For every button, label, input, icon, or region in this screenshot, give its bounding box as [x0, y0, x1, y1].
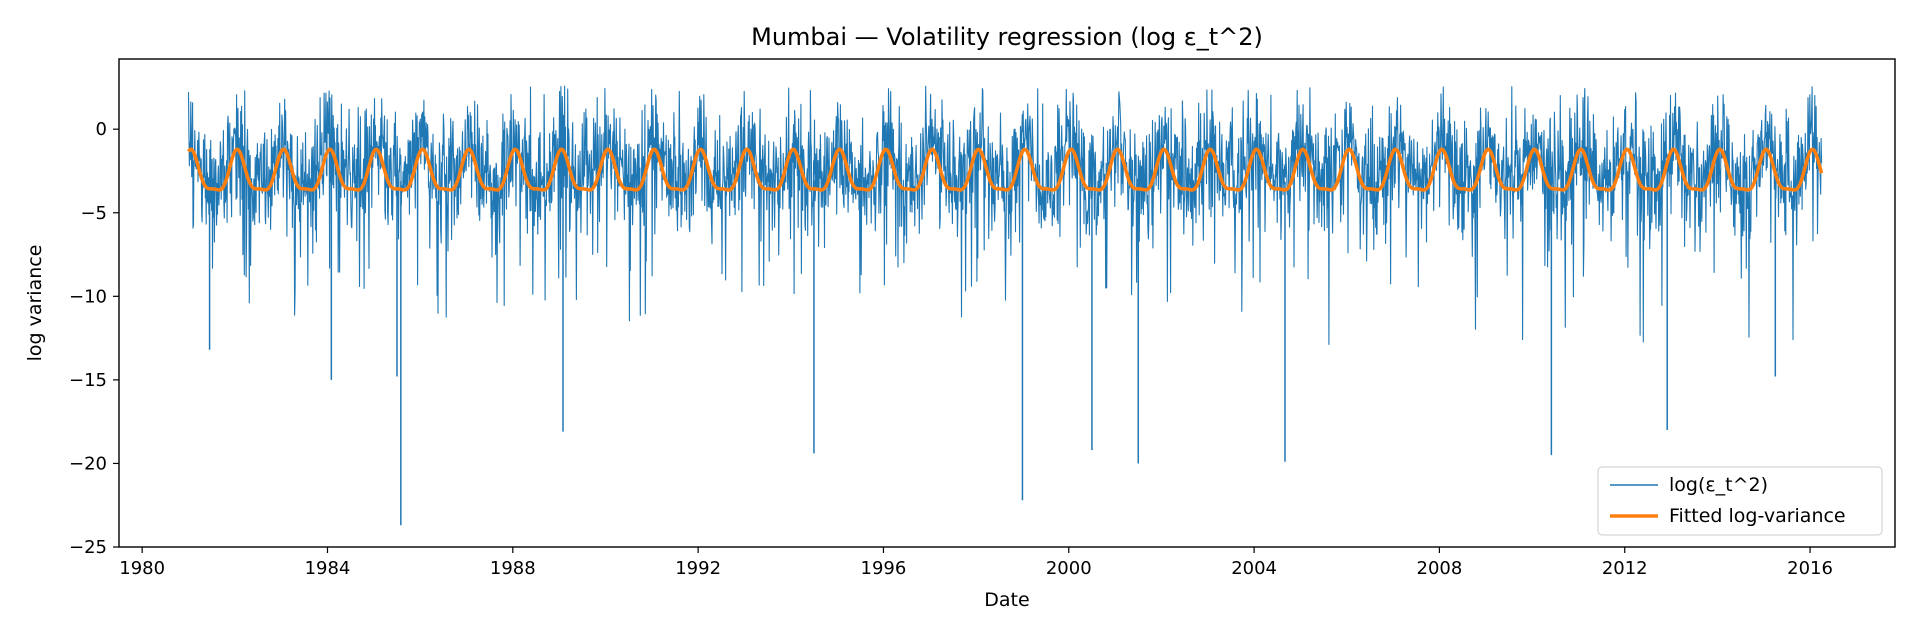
plot-frame	[118, 58, 1896, 548]
legend-label-residual: log(ε_t^2)	[1669, 474, 1768, 496]
x-tick-label: 1992	[675, 558, 721, 579]
x-tick-label: 2012	[1602, 558, 1648, 579]
y-tick-label: 0	[96, 119, 107, 140]
series-residual-line	[187, 85, 1823, 345]
y-tick-label: −25	[69, 537, 107, 558]
legend-label-fitted: Fitted log-variance	[1669, 505, 1846, 527]
y-tick-label: −5	[80, 203, 107, 224]
series-fitted-line	[187, 147, 1824, 192]
y-tick-label: −15	[69, 370, 107, 391]
chart-title: Mumbai — Volatility regression (log ε_t^…	[751, 23, 1263, 51]
x-axis-label: Date	[984, 589, 1029, 611]
x-tick-label: 2016	[1787, 558, 1833, 579]
y-axis-label: log variance	[24, 245, 46, 362]
y-tick-label: −20	[69, 453, 107, 474]
legend: log(ε_t^2) Fitted log-variance	[1597, 466, 1883, 536]
legend-box	[1597, 466, 1883, 536]
x-tick-label: 2000	[1046, 558, 1092, 579]
x-tick-label: 2008	[1417, 558, 1463, 579]
x-tick-label: 2004	[1231, 558, 1277, 579]
x-tick-label: 1984	[305, 558, 351, 579]
x-tick-label: 1988	[490, 558, 536, 579]
x-tick-label: 1980	[119, 558, 165, 579]
y-tick-label: −10	[69, 286, 107, 307]
x-tick-label: 1996	[861, 558, 907, 579]
